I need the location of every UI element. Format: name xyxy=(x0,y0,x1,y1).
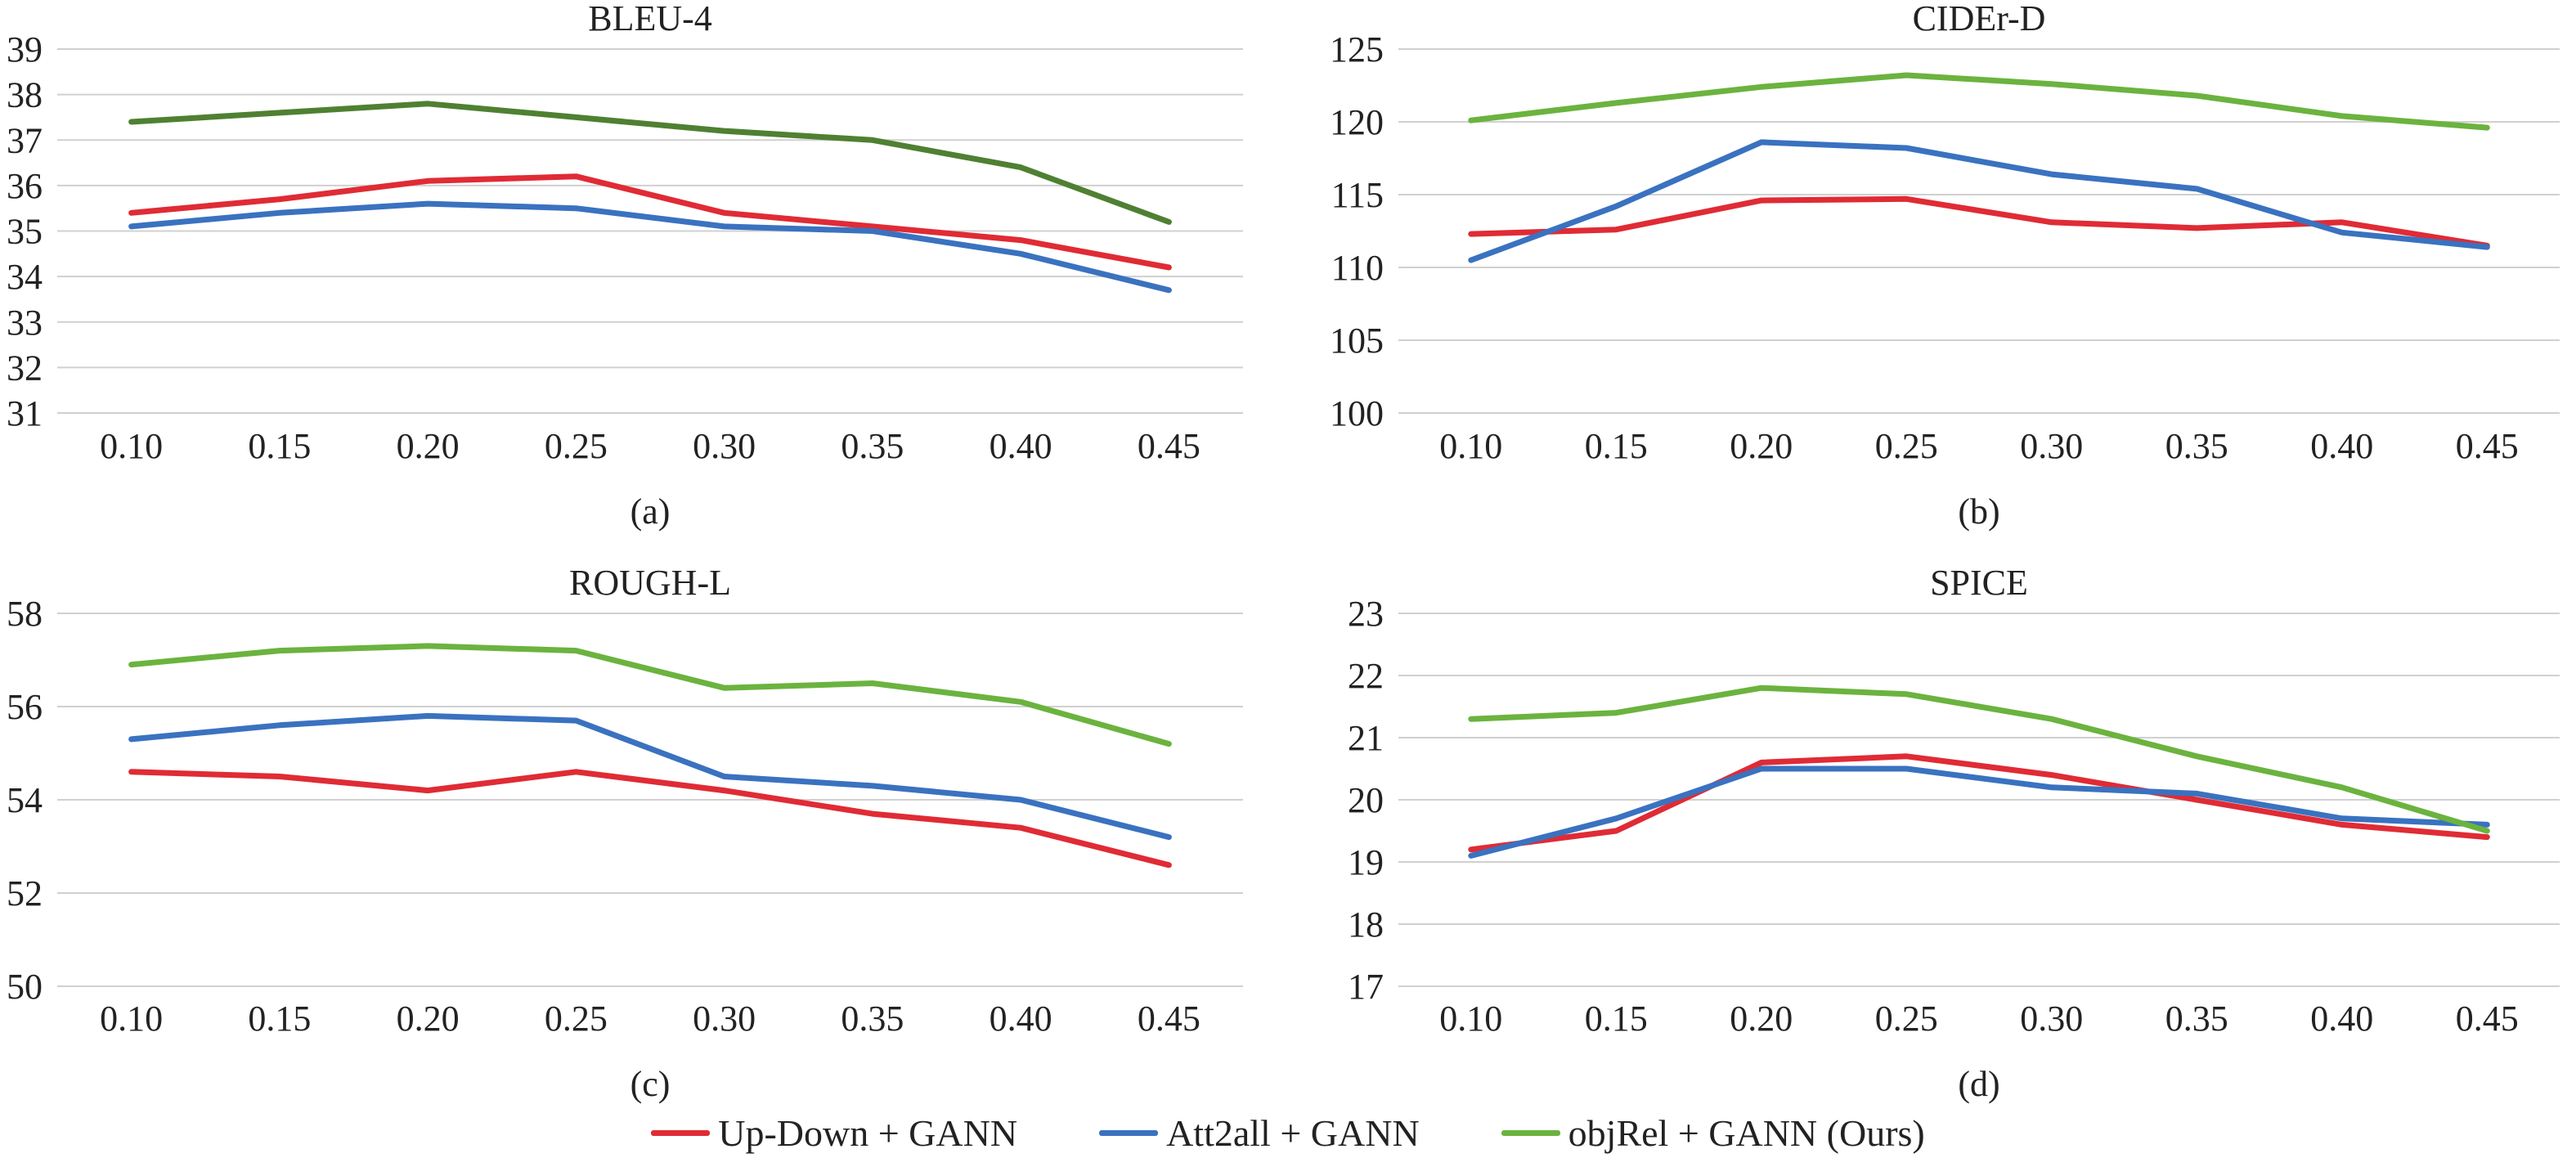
series-line-up-down-gann xyxy=(1468,753,2490,853)
x-tick-label: 0.15 xyxy=(248,999,311,1039)
y-tick-label: 52 xyxy=(7,873,43,913)
x-tick-label: 0.45 xyxy=(2456,426,2519,466)
x-tick-label: 0.30 xyxy=(2020,999,2083,1039)
series-line-att2all-gann xyxy=(1468,765,2490,859)
series-line-objrel-gann-ours xyxy=(128,101,1172,225)
y-tick-label: 17 xyxy=(1348,967,1384,1007)
x-tick-label: 0.10 xyxy=(1439,426,1502,466)
y-tick-label: 125 xyxy=(1330,29,1384,70)
x-tick-label: 0.30 xyxy=(2020,426,2083,466)
chart-caption: (c) xyxy=(631,1064,671,1104)
x-tick-label: 0.25 xyxy=(545,999,608,1039)
x-tick-label: 0.40 xyxy=(990,999,1052,1039)
x-tick-label: 0.10 xyxy=(100,999,163,1039)
x-tick-label: 0.35 xyxy=(841,999,904,1039)
chart-caption: (b) xyxy=(1958,491,1999,532)
x-tick-label: 0.15 xyxy=(1585,426,1648,466)
series-line-att2all-gann xyxy=(1468,139,2490,263)
y-tick-label: 110 xyxy=(1331,248,1384,288)
y-tick-label: 105 xyxy=(1330,321,1384,361)
y-tick-label: 50 xyxy=(7,967,43,1007)
y-tick-label: 56 xyxy=(7,687,43,727)
x-tick-label: 0.35 xyxy=(2165,999,2228,1039)
x-tick-label: 0.45 xyxy=(1138,999,1200,1039)
y-tick-label: 38 xyxy=(7,75,43,115)
y-tick-label: 39 xyxy=(7,29,43,70)
series-line-up-down-gann xyxy=(128,173,1172,271)
legend-swatch-objrel xyxy=(1501,1129,1560,1136)
x-tick-label: 0.10 xyxy=(100,426,163,466)
legend-label-objrel: objRel + GANN (Ours) xyxy=(1568,1111,1925,1154)
x-tick-label: 0.45 xyxy=(2456,999,2519,1039)
chart-spice: 17 18 19 20 21 22 23 0.10 0.15 0.20 0.25 0.30 0.35 0.… xyxy=(1348,563,2560,1104)
x-tick-label: 0.30 xyxy=(693,999,756,1039)
x-tick-label: 0.20 xyxy=(397,426,460,466)
legend: Up-Down + GANN Att2all + GANN objRel + G… xyxy=(0,1104,2576,1161)
chart-title: CIDEr-D xyxy=(1913,0,2046,38)
legend-item-up-down: Up-Down + GANN xyxy=(651,1111,1017,1155)
x-tick-label: 0.20 xyxy=(397,999,460,1039)
x-tick-label: 0.15 xyxy=(248,426,311,466)
legend-item-objrel: objRel + GANN (Ours) xyxy=(1501,1111,1925,1155)
x-tick-label: 0.35 xyxy=(2165,426,2228,466)
x-tick-label: 0.25 xyxy=(1875,426,1938,466)
y-tick-label: 21 xyxy=(1348,718,1384,758)
y-tick-label: 33 xyxy=(7,303,43,343)
chart-rough-l: 50 52 54 56 58 0.10 0.15 0.20 0.25 0.30 0.35 0.40 0.… xyxy=(7,563,1243,1104)
x-tick-label: 0.20 xyxy=(1730,999,1793,1039)
series-line-objrel-gann-ours xyxy=(1468,72,2490,131)
chart-title: SPICE xyxy=(1930,563,2028,603)
chart-title: BLEU-4 xyxy=(588,0,712,38)
y-tick-label: 31 xyxy=(7,393,43,433)
y-tick-label: 37 xyxy=(7,120,43,160)
y-tick-label: 58 xyxy=(7,594,43,634)
legend-label-att2all: Att2all + GANN xyxy=(1166,1111,1420,1154)
x-tick-label: 0.40 xyxy=(2310,426,2373,466)
chart-title: ROUGH-L xyxy=(569,563,731,603)
x-tick-label: 0.40 xyxy=(2310,999,2373,1039)
series-line-objrel-gann-ours xyxy=(128,643,1172,747)
series-line-att2all-gann xyxy=(128,200,1172,294)
chart-caption: (a) xyxy=(631,491,671,532)
x-tick-label: 0.20 xyxy=(1730,426,1793,466)
chart-bleu-4: 31 32 33 34 35 36 37 38 39 0.10 0.15 0.20 0.25 0.30 0.… xyxy=(7,0,1243,532)
y-tick-label: 100 xyxy=(1330,393,1384,433)
x-tick-label: 0.30 xyxy=(693,426,756,466)
y-tick-label: 34 xyxy=(7,257,43,297)
y-tick-label: 115 xyxy=(1331,175,1384,215)
series-line-up-down-gann xyxy=(128,769,1172,869)
y-tick-label: 20 xyxy=(1348,780,1384,820)
y-tick-label: 32 xyxy=(7,348,43,388)
series-line-objrel-gann-ours xyxy=(1468,684,2490,834)
legend-swatch-att2all xyxy=(1099,1129,1159,1136)
x-tick-label: 0.25 xyxy=(545,426,608,466)
x-tick-label: 0.15 xyxy=(1585,999,1648,1039)
legend-item-att2all: Att2all + GANN xyxy=(1099,1111,1420,1155)
y-tick-label: 54 xyxy=(7,780,43,820)
legend-label-up-down: Up-Down + GANN xyxy=(718,1111,1018,1154)
x-tick-label: 0.45 xyxy=(1138,426,1200,466)
legend-swatch-up-down xyxy=(651,1129,711,1136)
y-tick-label: 22 xyxy=(1348,656,1384,696)
x-tick-label: 0.25 xyxy=(1875,999,1938,1039)
y-tick-label: 36 xyxy=(7,166,43,206)
series-line-att2all-gann xyxy=(128,712,1172,841)
y-tick-label: 35 xyxy=(7,212,43,252)
x-tick-label: 0.40 xyxy=(990,426,1052,466)
chart-cider-d: 100 105 110 115 120 125 0.10 0.15 0.20 0.25 0.30 0.… xyxy=(1330,0,2560,532)
y-tick-label: 18 xyxy=(1348,904,1384,945)
chart-caption: (d) xyxy=(1958,1064,1999,1104)
x-tick-label: 0.10 xyxy=(1439,999,1502,1039)
x-tick-label: 0.35 xyxy=(841,426,904,466)
y-tick-label: 120 xyxy=(1330,102,1384,142)
y-tick-label: 23 xyxy=(1348,594,1384,634)
y-tick-label: 19 xyxy=(1348,842,1384,882)
